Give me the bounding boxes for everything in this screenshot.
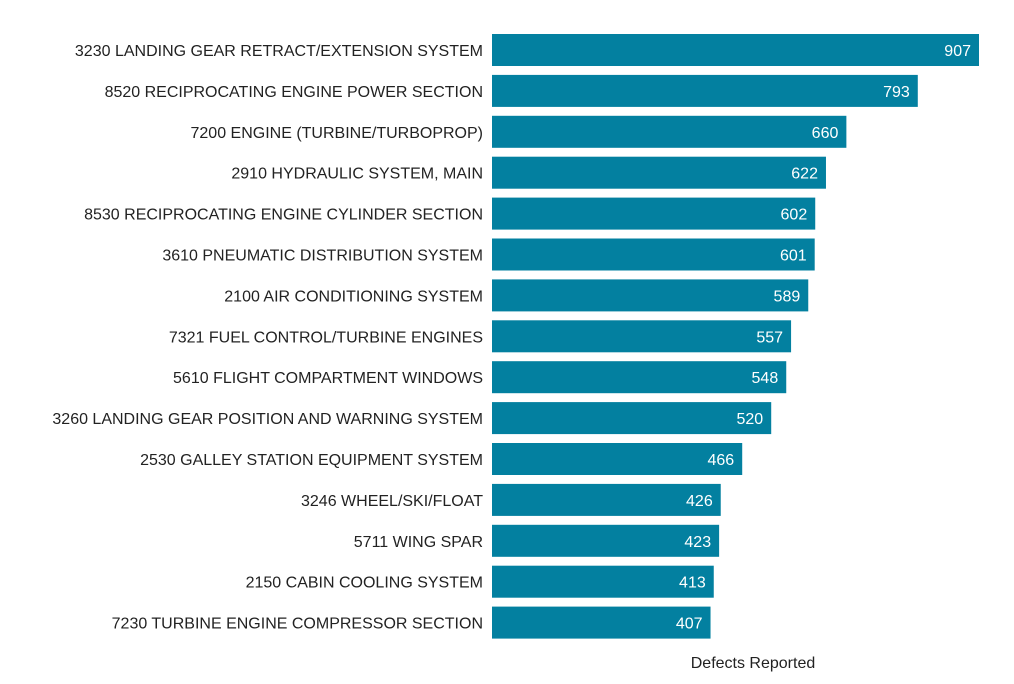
bar-value-label: 413 — [679, 575, 706, 592]
bar — [492, 361, 787, 394]
category-label: 3610 PNEUMATIC DISTRIBUTION SYSTEM — [162, 248, 483, 265]
bar — [492, 197, 816, 230]
bar-value-label: 589 — [774, 288, 801, 305]
bar — [492, 74, 918, 107]
bar-value-label: 426 — [686, 493, 713, 510]
bar — [492, 34, 979, 66]
bar — [492, 483, 721, 516]
x-axis-label: Defects Reported — [691, 655, 816, 672]
bar-value-label: 557 — [756, 329, 783, 346]
bar-value-label: 407 — [676, 616, 703, 633]
bar — [492, 320, 792, 353]
bar-value-label: 602 — [781, 207, 808, 224]
category-label: 7321 FUEL CONTROL/TURBINE ENGINES — [169, 329, 483, 346]
category-label: 2910 HYDRAULIC SYSTEM, MAIN — [231, 166, 483, 183]
category-label: 5711 WING SPAR — [354, 534, 483, 551]
category-label: 2100 AIR CONDITIONING SYSTEM — [224, 288, 483, 305]
bar-value-label: 660 — [812, 125, 839, 142]
bar — [492, 402, 772, 435]
bar-value-label: 520 — [737, 411, 764, 428]
bar-value-label: 466 — [708, 452, 735, 469]
category-label: 5610 FLIGHT COMPARTMENT WINDOWS — [173, 370, 483, 387]
category-label: 8520 RECIPROCATING ENGINE POWER SECTION — [105, 84, 483, 101]
bar-value-label: 622 — [791, 166, 818, 183]
bar — [492, 443, 743, 475]
bar — [492, 565, 714, 598]
category-label: 3230 LANDING GEAR RETRACT/EXTENSION SYST… — [75, 43, 483, 60]
bar-value-label: 548 — [752, 370, 779, 387]
bar — [492, 606, 711, 639]
bar — [492, 279, 809, 312]
bar-value-label: 793 — [883, 84, 910, 101]
bar-value-label: 423 — [684, 534, 711, 551]
bar — [492, 156, 826, 189]
category-label: 7230 TURBINE ENGINE COMPRESSOR SECTION — [112, 616, 483, 633]
category-label: 3246 WHEEL/SKI/FLOAT — [301, 493, 483, 510]
category-label: 3260 LANDING GEAR POSITION AND WARNING S… — [52, 411, 483, 428]
bar-value-label: 907 — [944, 43, 971, 60]
category-label: 2150 CABIN COOLING SYSTEM — [246, 575, 483, 592]
category-label: 7200 ENGINE (TURBINE/TURBOPROP) — [191, 125, 484, 142]
bar — [492, 238, 815, 271]
category-label: 8530 RECIPROCATING ENGINE CYLINDER SECTI… — [84, 207, 483, 224]
bar — [492, 524, 720, 557]
category-label: 2530 GALLEY STATION EQUIPMENT SYSTEM — [140, 452, 483, 469]
bar — [492, 115, 847, 148]
bar-value-label: 601 — [780, 248, 807, 265]
